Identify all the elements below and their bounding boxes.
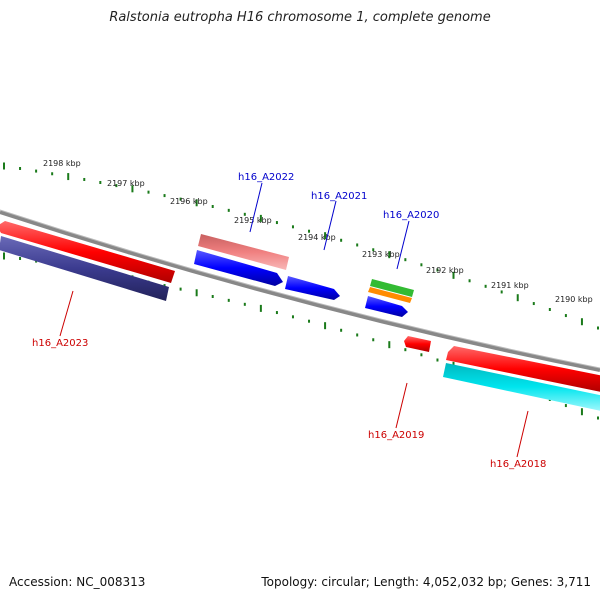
gene-h16-A2022-reverse[interactable] — [194, 250, 283, 286]
gene-h16-A2020[interactable] — [365, 296, 408, 317]
gene-h16-A2023-forward[interactable] — [0, 221, 175, 283]
gene-label-h16-A2019[interactable]: h16_A2019 — [368, 430, 424, 441]
scale-label-2193: 2193 kbp — [362, 250, 400, 259]
scale-label-2197: 2197 kbp — [107, 179, 145, 188]
gene-h16-A2019-small[interactable] — [404, 336, 431, 352]
chromosome-backbone-highlight — [0, 209, 600, 369]
leader-h16-A2019 — [395, 382, 408, 429]
gene-h16-A2023-reverse[interactable] — [0, 236, 169, 301]
gene-label-h16-A2022[interactable]: h16_A2022 — [238, 172, 294, 183]
scale-label-2198: 2198 kbp — [43, 159, 81, 168]
scale-label-2192: 2192 kbp — [426, 266, 464, 275]
map-title: Ralstonia eutropha H16 chromosome 1, com… — [109, 10, 491, 25]
gene-h16-A2022-feature[interactable] — [198, 234, 289, 270]
gene-h16-A2021[interactable] — [285, 276, 340, 300]
leader-h16-A2018 — [516, 410, 529, 458]
gene-label-h16-A2021[interactable]: h16_A2021 — [311, 191, 367, 202]
leader-h16-A2021 — [323, 200, 337, 251]
leader-h16-A2022 — [249, 182, 263, 233]
gene-h16-A2018-forward[interactable] — [446, 346, 600, 392]
scale-label-2190: 2190 kbp — [555, 295, 593, 304]
outer-scale-ticks — [3, 162, 599, 330]
scale-label-2194: 2194 kbp — [298, 233, 336, 242]
leader-h16-A2020 — [396, 220, 410, 270]
gene-h16-A2020-orange[interactable] — [368, 287, 412, 303]
gene-label-h16-A2023[interactable]: h16_A2023 — [32, 338, 88, 349]
gene-label-h16-A2018[interactable]: h16_A2018 — [490, 459, 546, 470]
gene-label-h16-A2020[interactable]: h16_A2020 — [383, 210, 439, 221]
genome-summary: Topology: circular; Length: 4,052,032 bp… — [261, 575, 591, 589]
scale-label-2196: 2196 kbp — [170, 197, 208, 206]
scale-label-2191: 2191 kbp — [491, 281, 529, 290]
accession-label: Accession: NC_008313 — [9, 575, 146, 589]
gene-h16-A2020-green[interactable] — [370, 279, 414, 297]
chromosome-backbone — [0, 210, 600, 372]
leader-h16-A2023 — [59, 290, 74, 337]
gene-h16-A2018-cyan[interactable] — [443, 363, 600, 411]
